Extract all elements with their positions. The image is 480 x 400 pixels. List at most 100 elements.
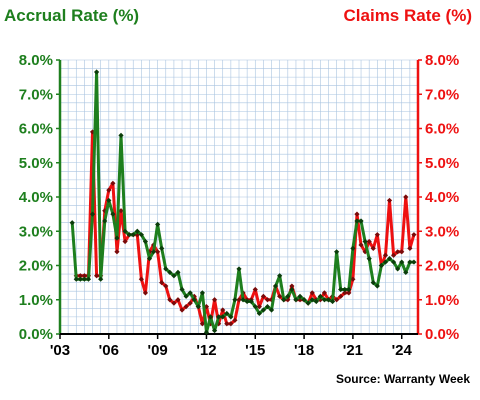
accrual-data-point [77, 276, 83, 282]
claims-data-point [354, 211, 360, 217]
x-tick-label: '24 [392, 342, 413, 359]
accrual-data-point [362, 238, 368, 245]
right-tick-label: 1.0% [425, 292, 459, 309]
left-tick-label: 7.0% [19, 86, 53, 103]
accrual-data-point [309, 297, 315, 303]
claims-data-point [399, 249, 405, 255]
accrual-data-point [179, 286, 185, 293]
accrual-data-point [378, 262, 384, 269]
accrual-data-point [346, 286, 352, 293]
accrual-data-point [228, 314, 234, 320]
claims-data-point [110, 180, 116, 186]
x-tick-label: '15 [245, 342, 265, 359]
claims-data-point [350, 276, 356, 282]
left-tick-label: 6.0% [19, 121, 53, 138]
claims-data-point [94, 273, 100, 279]
accrual-data-point [207, 314, 214, 320]
claims-data-point [175, 297, 181, 303]
claims-data-point [321, 290, 328, 296]
accrual-data-point [138, 232, 144, 238]
accrual-data-point [122, 228, 128, 234]
left-tick-label: 4.0% [19, 189, 53, 206]
claims-data-point [81, 273, 88, 279]
accrual-data-point [366, 256, 372, 262]
claims-data-point [167, 297, 173, 303]
claims-data-point [216, 321, 222, 327]
claims-data-point [118, 208, 124, 214]
claims-data-point [159, 280, 165, 286]
accrual-data-point [264, 304, 271, 310]
claims-data-point [366, 238, 372, 245]
accrual-data-point [187, 290, 193, 296]
accrual-data-point [232, 297, 238, 303]
claims-data-point [142, 290, 149, 296]
accrual-data-point [395, 266, 401, 272]
accrual-data-point [199, 290, 205, 296]
claims-data-point [122, 238, 128, 245]
accrual-data-point [297, 293, 303, 299]
accrual-data-point [146, 256, 153, 262]
left-tick-label: 5.0% [19, 155, 53, 172]
claims-data-point [224, 321, 230, 327]
accrual-data-point [171, 273, 177, 279]
accrual-data-point [317, 293, 323, 299]
claims-data-point [220, 307, 226, 313]
accrual-data-point [224, 310, 230, 317]
accrual-data-point [370, 280, 376, 286]
accrual-data-point [305, 300, 311, 306]
claims-data-point [199, 321, 205, 327]
accrual-data-point [293, 297, 299, 303]
accrual-data-point [114, 235, 120, 241]
accrual-data-point [94, 69, 100, 75]
claims-data-point [203, 304, 210, 310]
accrual-data-point [256, 310, 262, 317]
claims-data-point [334, 297, 340, 303]
x-tick-label: '06 [99, 342, 119, 359]
accrual-data-point [301, 297, 307, 303]
x-tick-label: '18 [294, 342, 314, 359]
source-note: Source: Warranty Week [335, 372, 470, 386]
claims-data-point [289, 283, 295, 289]
accrual-data-point [183, 293, 189, 299]
accrual-data-point [89, 211, 96, 217]
claims-data-point [390, 252, 397, 258]
accrual-data-point [338, 286, 344, 293]
accrual-data-point [106, 197, 112, 204]
accrual-data-point [358, 218, 364, 224]
accrual-data-point [240, 297, 246, 303]
accrual-data-point [118, 132, 124, 138]
accrual-data-point [273, 283, 279, 289]
accrual-data-point [399, 259, 405, 265]
claims-data-point [163, 283, 169, 289]
accrual-data-point [350, 245, 356, 251]
claims-data-point [252, 286, 258, 293]
accrual-data-point [403, 269, 409, 275]
right-tick-label: 2.0% [425, 258, 459, 275]
claims-data-point [342, 290, 348, 296]
accrual-data-point [85, 276, 92, 282]
accrual-data-point [334, 249, 340, 255]
accrual-data-point [260, 307, 267, 313]
right-axis-title: Claims Rate (%) [343, 6, 472, 25]
accrual-data-point [130, 232, 136, 238]
left-tick-label: 2.0% [19, 258, 53, 275]
left-tick-label: 3.0% [19, 223, 53, 240]
claims-data-point [138, 276, 144, 282]
left-tick-label: 8.0% [19, 52, 53, 69]
accrual-data-point [163, 266, 169, 272]
accrual-data-point [407, 259, 413, 265]
accrual-data-point [342, 286, 348, 293]
claims-data-point [211, 297, 218, 303]
claims-data-point [256, 304, 262, 310]
accrual-data-point [159, 245, 165, 251]
accrual-data-point [126, 232, 132, 238]
accrual-data-point [150, 249, 157, 255]
accrual-data-point [411, 259, 417, 265]
claims-data-point [370, 245, 376, 251]
accrual-data-point [195, 304, 201, 310]
accrual-data-point [285, 293, 291, 299]
accrual-data-point [81, 276, 88, 282]
left-axis-title: Accrual Rate (%) [4, 6, 140, 25]
accrual-data-point [268, 307, 275, 313]
